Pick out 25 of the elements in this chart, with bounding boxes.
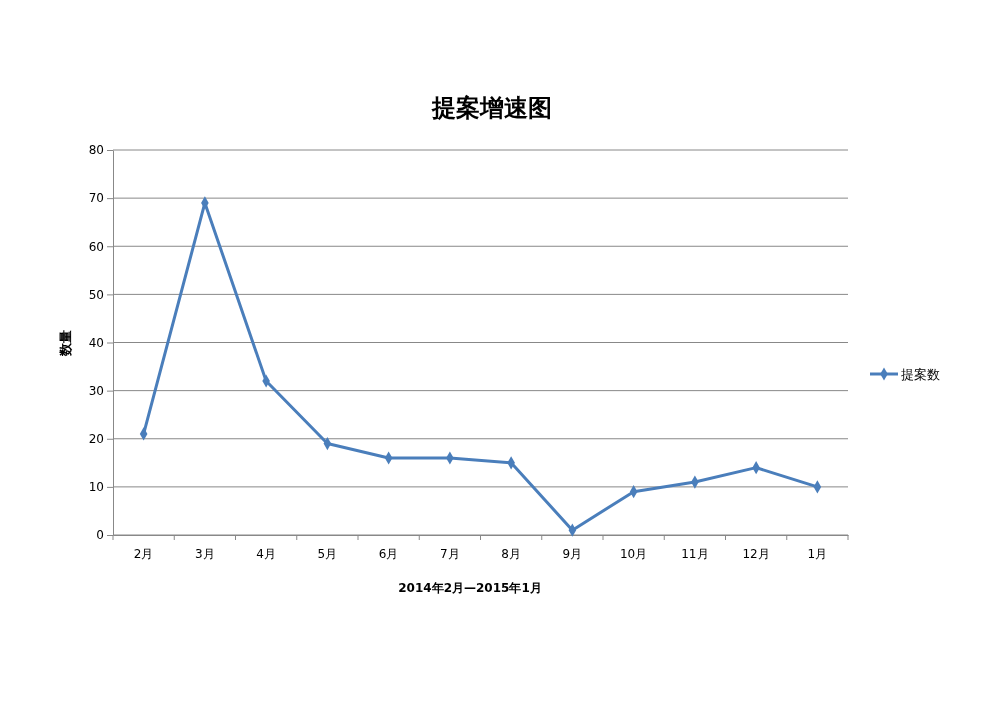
x-tick-label: 9月 (562, 547, 583, 562)
y-tick-label: 30 (88, 383, 104, 398)
x-tick-label: 11月 (681, 547, 709, 562)
y-tick-label: 70 (88, 191, 104, 206)
x-tick-label: 6月 (378, 547, 399, 562)
x-tick-label: 2月 (133, 547, 154, 562)
x-tick-label: 3月 (195, 547, 215, 562)
y-tick-label: 40 (88, 335, 104, 350)
x-tick-label: 7月 (440, 547, 460, 562)
x-tick-label: 12月 (742, 547, 770, 562)
y-tick-label: 0 (96, 528, 104, 543)
x-tick-label: 5月 (317, 547, 338, 562)
y-axis-title: 数量 (58, 330, 73, 357)
y-tick-label: 60 (88, 239, 104, 254)
legend-label: 提案数 (901, 366, 940, 382)
x-tick-label: 10月 (619, 547, 648, 562)
x-axis-title: 2014年2月—2015年1月 (398, 581, 542, 595)
y-tick-label: 80 (88, 143, 104, 158)
y-tick-label: 50 (88, 287, 104, 302)
x-tick-label: 1月 (807, 547, 828, 562)
y-tick-label: 10 (88, 480, 104, 495)
chart-title: 提案增速图 (431, 94, 552, 122)
x-tick-label: 4月 (256, 547, 276, 562)
x-tick-label: 8月 (501, 547, 521, 562)
y-tick-label: 20 (88, 432, 104, 447)
